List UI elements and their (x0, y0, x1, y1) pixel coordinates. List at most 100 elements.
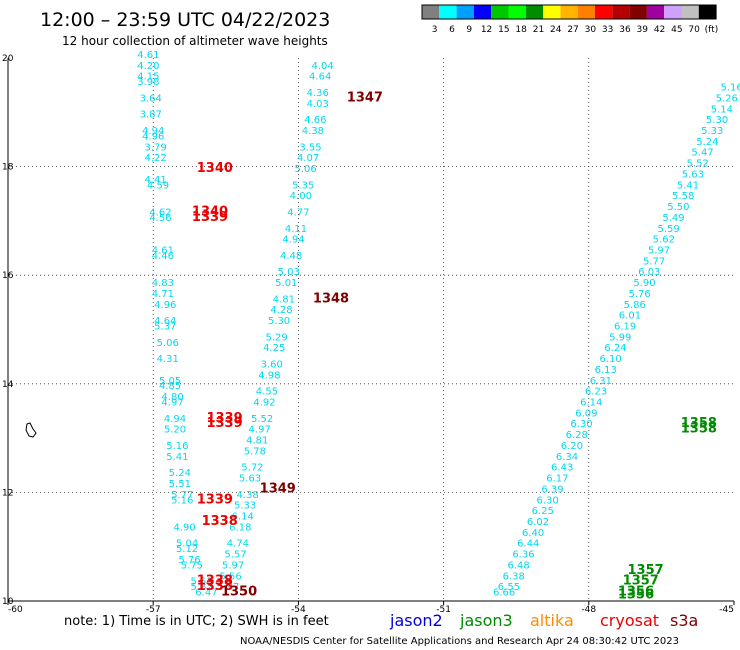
wave-height-point: 6.09 (575, 408, 597, 419)
wave-height-point: 5.52 (251, 414, 273, 425)
wave-height-point: 6.01 (619, 311, 641, 322)
wave-height-point: 5.06 (157, 338, 179, 349)
wave-height-point: 5.24 (696, 137, 718, 148)
legend-swatch (629, 5, 647, 19)
legend-label: 3 (432, 25, 438, 35)
mission-jason3: jason3 (459, 611, 513, 630)
wave-height-point: 6.18 (229, 522, 251, 533)
x-tick-label: -54 (291, 605, 306, 615)
wave-height-point: 4.62 (149, 207, 171, 218)
pass-number-label: 1358 (681, 422, 717, 437)
wave-height-point: 6.43 (551, 463, 573, 474)
legend-swatch (422, 5, 440, 19)
wave-height-point: 5.37 (154, 322, 176, 333)
wave-height-point: 4.97 (249, 425, 271, 436)
wave-height-point: 5.05 (159, 376, 181, 387)
wave-height-point: 4.81 (246, 436, 268, 447)
wave-height-point: 4.20 (137, 61, 159, 72)
y-tick-label: 10 (2, 597, 14, 607)
legend-label: 12 (481, 25, 492, 35)
legend-swatch (560, 5, 578, 19)
wave-height-point: 4.64 (154, 316, 176, 327)
wave-height-point: 6.36 (512, 550, 534, 561)
wave-height-point: 5.20 (164, 425, 186, 436)
wave-height-point: 5.97 (217, 582, 239, 593)
wave-height-point: 4.28 (270, 305, 292, 316)
wave-height-point: 4.55 (256, 387, 278, 398)
mission-altika: altika (530, 611, 574, 630)
wave-height-point: 5.63 (239, 474, 261, 485)
pass-number-label: 1339 (206, 416, 242, 431)
legend-swatch (681, 5, 699, 19)
pass-number-label: 1340 (192, 204, 228, 219)
wave-height-point: 4.04 (311, 61, 333, 72)
wave-height-point: 5.59 (658, 224, 680, 235)
wave-height-point: 4.48 (280, 251, 302, 262)
legend-swatch (543, 5, 561, 19)
wave-height-point: 5.49 (662, 213, 684, 224)
x-tick-label: -51 (436, 605, 451, 615)
wave-height-point: 6.25 (532, 506, 554, 517)
legend-label: 24 (550, 25, 562, 35)
x-tick-label: -45 (719, 605, 734, 615)
legend-swatch (577, 5, 595, 19)
pass-number-label: 1340 (197, 161, 233, 176)
legend-swatch (456, 5, 474, 19)
wave-height-point: 6.55 (498, 582, 520, 593)
wave-height-point: 4.11 (285, 224, 307, 235)
wave-height-point: 3.64 (140, 93, 162, 104)
legend-label: 39 (637, 25, 649, 35)
pass-number-label: 1348 (313, 291, 349, 306)
y-tick-label: 12 (2, 488, 13, 498)
track-c: 5.165.265.145.305.335.245.475.525.635.41… (493, 83, 740, 599)
wave-height-point: 3.87 (140, 110, 162, 121)
wave-height-point: 6.03 (638, 267, 660, 278)
mission-cryosat: cryosat (600, 611, 659, 630)
grid-lines (8, 58, 734, 601)
wave-height-point: 4.46 (152, 251, 174, 262)
wave-height-point: 4.83 (152, 278, 174, 289)
wave-height-point: 4.71 (152, 289, 174, 300)
wave-height-point: 5.30 (268, 316, 290, 327)
wave-height-point: 5.30 (706, 115, 728, 126)
x-tick-label: -48 (581, 605, 596, 615)
y-tick-label: 18 (2, 163, 14, 173)
wave-height-point: 4.66 (304, 115, 326, 126)
legend-swatch (612, 5, 630, 19)
axes: -60 -57 -54 -51 -48 -45 10 12 14 16 18 20 (2, 54, 735, 615)
wave-height-point: 4.38 (236, 490, 258, 501)
wave-height-point: 6.19 (614, 322, 636, 333)
mission-legend: jason2 jason3 altika cryosat s3a (389, 611, 698, 630)
wave-height-point: 6.38 (503, 571, 525, 582)
wave-height-point: 6.30 (537, 495, 559, 506)
wave-height-point: 5.75 (181, 560, 203, 571)
mission-s3a: s3a (670, 611, 698, 630)
wave-height-point: 6.17 (546, 474, 568, 485)
wave-height-point: 4.92 (253, 398, 275, 409)
wave-height-point: 3.60 (261, 360, 283, 371)
wave-height-point: 6.39 (541, 484, 563, 495)
legend-swatch (664, 5, 682, 19)
wave-height-point: 5.99 (609, 332, 631, 343)
wave-height-point: 5.78 (244, 446, 266, 457)
wave-height-point: 5.82 (190, 582, 212, 593)
wave-height-point: 6.44 (517, 539, 539, 550)
legend-label: 36 (619, 25, 631, 35)
wave-height-point: 5.57 (224, 550, 246, 561)
wave-height-point: 4.90 (174, 522, 196, 533)
wave-height-point: 4.74 (227, 539, 249, 550)
legend-label: 21 (533, 25, 544, 35)
wave-height-point: 4.61 (137, 50, 159, 61)
pass-number-label: 1356 (618, 587, 654, 602)
wave-height-point: 4.77 (287, 207, 309, 218)
wave-height-point: 4.00 (290, 191, 312, 202)
wave-height-point: 5.12 (176, 544, 198, 555)
wave-height-point: 6.66 (493, 588, 515, 599)
legend-swatch (439, 5, 457, 19)
wave-height-point: 5.33 (234, 501, 256, 512)
wave-height-point: 6.13 (595, 365, 617, 376)
pass-number-label: 1338 (202, 514, 238, 529)
wave-height-point: 5.24 (169, 468, 191, 479)
chart-subtitle: 12 hour collection of altimeter wave hei… (62, 34, 328, 48)
wave-height-point: 5.04 (176, 539, 198, 550)
